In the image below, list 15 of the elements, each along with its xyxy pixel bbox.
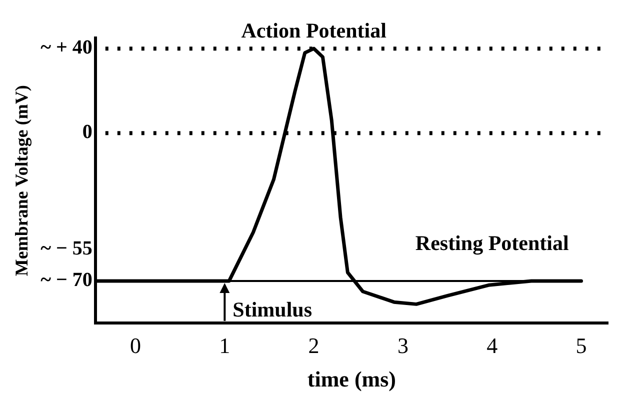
x-tick-label: 5 [576,333,587,358]
y-tick-label: 0 [82,121,92,144]
y-axis-title: Membrane Voltage (mV) [11,85,32,276]
annotation: Action Potential [241,18,387,42]
x-axis-title: time (ms) [307,366,396,392]
y-tick-label: ~ − 70 [40,269,92,292]
x-tick-label: 1 [219,333,230,358]
x-tick-label: 0 [130,333,142,358]
y-tick-label: ~ + 40 [40,36,92,59]
x-tick-label: 2 [308,333,320,358]
y-tick-label: ~ − 55 [40,237,92,260]
annotation: Resting Potential [415,230,569,255]
x-tick-label: 4 [486,333,498,358]
annotation: Stimulus [232,297,312,322]
x-tick-label: 3 [397,333,408,358]
